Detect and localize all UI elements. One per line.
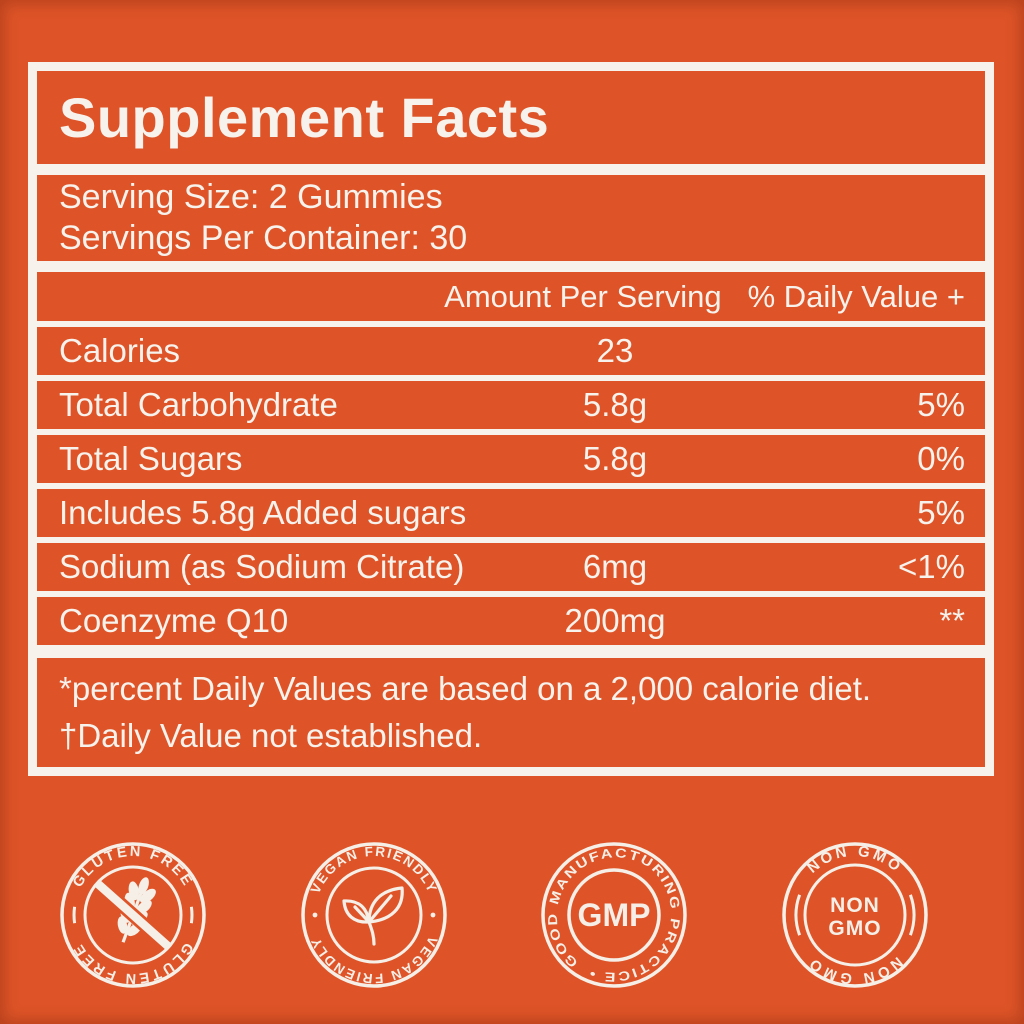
row-label: Total Carbohydrate [59, 386, 338, 423]
right-arc [908, 894, 916, 936]
slash [94, 879, 172, 951]
divider [37, 591, 985, 597]
row-daily-value: 5% [917, 494, 965, 531]
amount-per-serving-header: Amount Per Serving [444, 278, 722, 314]
row-amount: 23 [596, 332, 634, 369]
row-label: Total Sugars [59, 440, 243, 477]
svg-text:VEGAN FRIENDLY: VEGAN FRIENDLY [307, 844, 440, 896]
footnote-daily-values: *percent Daily Values are based on a 2,0… [59, 670, 872, 708]
certification-badges: GLUTEN FREE GLUTEN FREE [58, 840, 930, 990]
left-dash [72, 906, 77, 924]
divider [37, 321, 985, 327]
serving-size-text: Serving Size: 2 Gummies [59, 178, 443, 217]
right-dash [189, 906, 194, 924]
page-title: Supplement Facts [59, 86, 550, 149]
divider [37, 483, 985, 489]
left-dot [312, 912, 318, 918]
row-label: Sodium (as Sodium Citrate) [59, 548, 465, 585]
non-gmo-seal: NON GMO NON GMO NON GMO [782, 842, 928, 988]
serving-info-section: Serving Size: 2 Gummies Servings Per Con… [37, 175, 985, 261]
divider [37, 375, 985, 381]
divider [37, 429, 985, 435]
svg-text:NON GMO: NON GMO [804, 953, 906, 987]
row-label: Includes 5.8g Added sugars [59, 494, 467, 531]
gluten-free-badge: GLUTEN FREE GLUTEN FREE [58, 840, 208, 990]
gmp-seal: GOOD MANUFACTURING PRACTICE • GMP [541, 842, 688, 988]
table-row: Coenzyme Q10 200mg ** [37, 597, 985, 645]
divider [37, 537, 985, 543]
footnote-dagger: †Daily Value not established. [59, 716, 483, 754]
servings-per-container-text: Servings Per Container: 30 [59, 219, 468, 257]
footnote-section: *percent Daily Values are based on a 2,0… [37, 658, 985, 767]
row-amount: 5.8g [582, 386, 648, 423]
daily-value-header: % Daily Value + [747, 278, 965, 314]
table-row: Calories 23 [37, 327, 985, 375]
table-row: Total Sugars 5.8g 0% [37, 435, 985, 483]
table-row: Sodium (as Sodium Citrate) 6mg <1% [37, 543, 985, 591]
row-amount: 6mg [582, 548, 648, 585]
table-row: Includes 5.8g Added sugars 5% [37, 489, 985, 537]
row-daily-value: 0% [917, 440, 965, 477]
left-arc [794, 894, 801, 936]
panel-title-section: Supplement Facts [37, 71, 985, 164]
divider [37, 164, 985, 175]
divider [37, 261, 985, 272]
divider [37, 645, 985, 658]
gmp-badge: GOOD MANUFACTURING PRACTICE • GMP [539, 840, 689, 990]
row-daily-value: ** [939, 602, 965, 639]
vegan-friendly-seal: VEGAN FRIENDLY VEGAN FRIENDLY [300, 842, 447, 988]
vegan-friendly-badge: VEGAN FRIENDLY VEGAN FRIENDLY [299, 840, 449, 990]
right-dot [430, 912, 436, 918]
row-amount: 200mg [564, 602, 666, 639]
row-label: Coenzyme Q10 [59, 602, 289, 639]
leaf-icon [342, 886, 404, 946]
row-amount: 5.8g [582, 440, 648, 477]
svg-text:NON GMO: NON GMO [804, 843, 906, 877]
non-gmo-center-line2: GMO [828, 917, 881, 940]
gmp-center-text: GMP [578, 897, 651, 933]
table-row: Total Carbohydrate 5.8g 5% [37, 381, 985, 429]
non-gmo-badge: NON GMO NON GMO NON GMO [780, 840, 930, 990]
gluten-free-seal: GLUTEN FREE GLUTEN FREE [60, 842, 206, 988]
supplement-facts-panel: Supplement Facts Serving Size: 2 Gummies… [28, 62, 994, 776]
table-header-row: Amount Per Serving % Daily Value + [37, 272, 985, 321]
non-gmo-center-line1: NON [830, 894, 880, 917]
row-label: Calories [59, 332, 181, 369]
row-daily-value: 5% [917, 386, 965, 423]
wheat-crossed-icon [94, 877, 172, 951]
row-daily-value: <1% [898, 548, 965, 585]
